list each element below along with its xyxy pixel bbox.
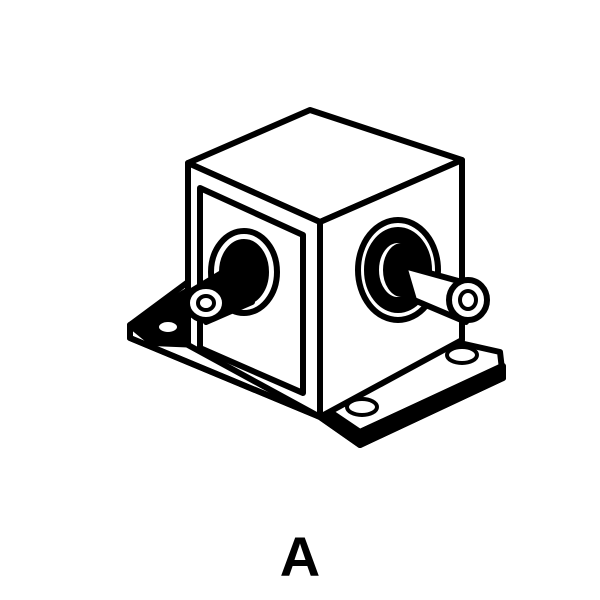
left-connector: [184, 228, 280, 325]
mounting-hole-left: [155, 318, 181, 336]
mounting-hole-right-front: [345, 397, 379, 417]
right-connector: [355, 217, 490, 325]
figure-caption: A: [279, 525, 321, 588]
mounting-hole-right-back: [445, 345, 479, 365]
